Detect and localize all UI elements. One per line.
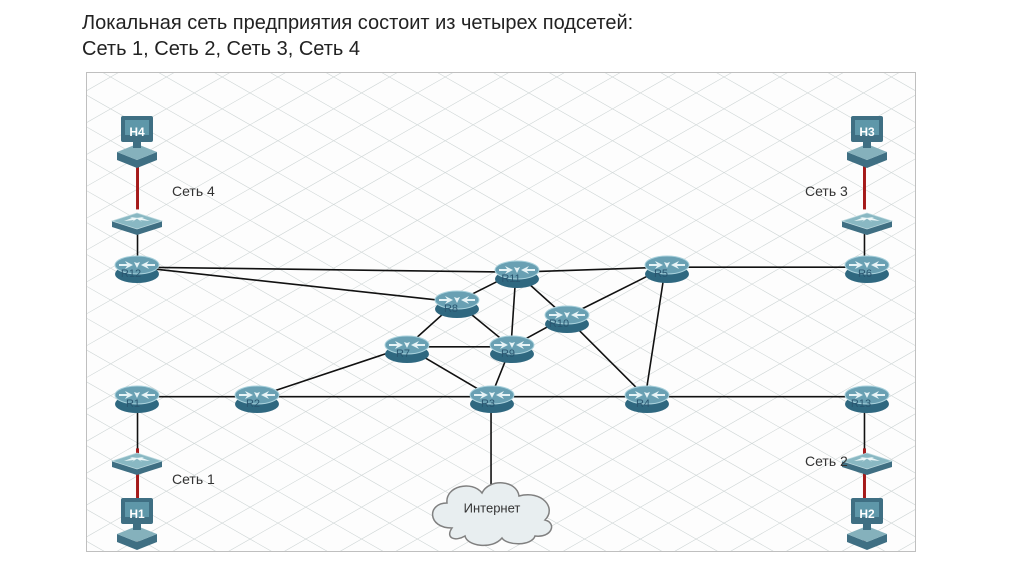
pc-h4: H4 [107,112,167,170]
router-r10: R10 [541,300,593,336]
net-label: Сеть 3 [805,183,848,199]
switch-sw1 [106,441,168,475]
switch-sw4 [106,201,168,235]
router-r12: R12 [111,250,163,286]
switch-sw3 [836,201,898,235]
router-r3: R3 [466,380,518,416]
pc-h3: H3 [837,112,897,170]
title-line2: Сеть 1, Сеть 2, Сеть 3, Сеть 4 [82,36,633,62]
net-label: Сеть 4 [172,183,215,199]
router-r6: R6 [841,250,893,286]
pc-h2: H2 [837,494,897,552]
router-r11: R11 [491,255,543,291]
router-r4: R4 [621,380,673,416]
net-label: Сеть 2 [805,453,848,469]
router-r2: R2 [231,380,283,416]
router-r7: R7 [381,330,433,366]
router-r5: R5 [641,250,693,286]
net-label: Сеть 1 [172,471,215,487]
page-title: Локальная сеть предприятия состоит из че… [82,10,633,62]
network-diagram: R12 R6 R5 R11 R8 R10 [86,72,916,552]
cloud-label: Интернет [464,501,521,516]
router-r8: R8 [431,285,483,321]
router-r13: R13 [841,380,893,416]
internet-cloud: Интернет [417,468,567,548]
router-r9: R9 [486,330,538,366]
pc-h1: H1 [107,494,167,552]
title-line1: Локальная сеть предприятия состоит из че… [82,10,633,36]
router-r1: R1 [111,380,163,416]
